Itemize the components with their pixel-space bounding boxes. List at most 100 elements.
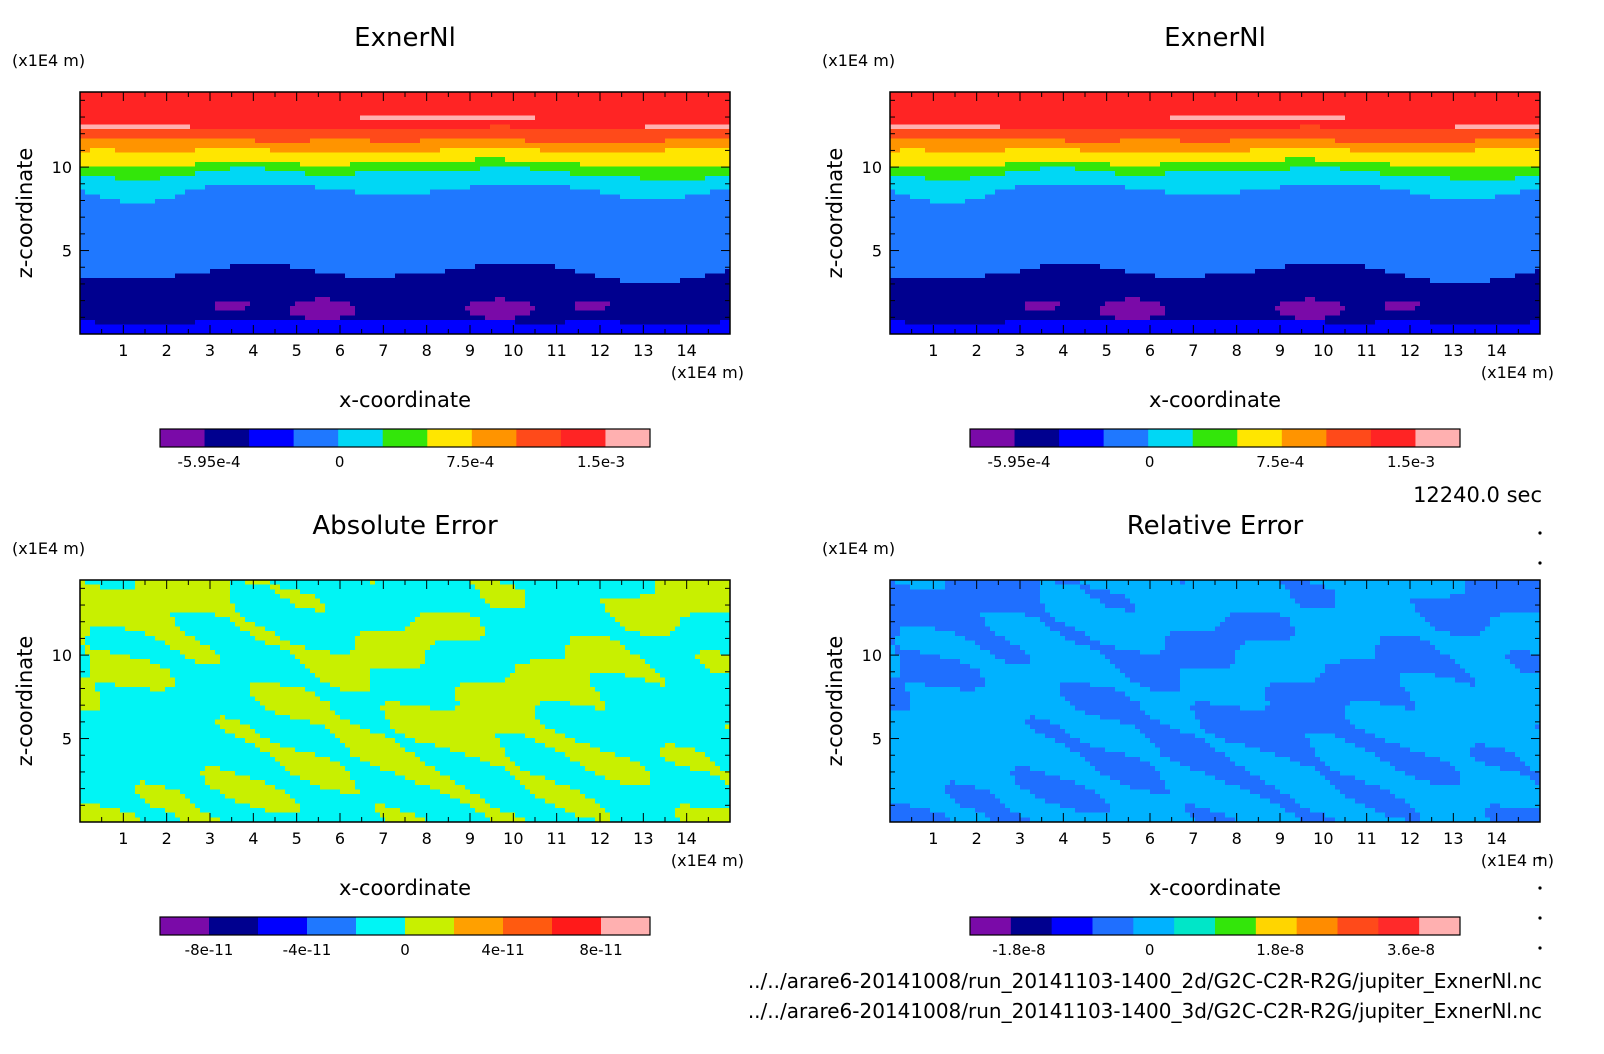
contour-cell — [335, 245, 341, 251]
contour-cell — [500, 282, 506, 289]
contour-cell — [330, 208, 336, 214]
contour-cell — [125, 110, 131, 116]
contour-cell — [400, 147, 406, 154]
contour-cell — [395, 92, 401, 98]
contour-cell — [230, 208, 236, 214]
contour-cell — [445, 217, 451, 223]
contour-cell — [485, 217, 491, 223]
contour-cell — [155, 203, 161, 209]
contour-cell — [160, 217, 166, 223]
contour-cell — [310, 180, 316, 186]
contour-cell — [260, 273, 266, 279]
contour-cell — [455, 171, 461, 177]
contour-cell — [475, 105, 481, 112]
contour-cell — [540, 301, 546, 307]
contour-cell — [275, 133, 281, 140]
contour-cell — [460, 129, 466, 135]
contour-cell — [345, 133, 351, 140]
contour-cell — [255, 105, 261, 112]
contour-cell — [435, 161, 441, 168]
contour-cell — [220, 222, 226, 228]
contour-cell — [245, 278, 251, 284]
contour-cell — [210, 166, 216, 172]
contour-cell — [435, 278, 441, 284]
contour-cell — [105, 203, 111, 209]
contour-cell — [245, 296, 251, 303]
contour-cell — [320, 152, 326, 158]
contour-cell — [95, 147, 101, 154]
contour-cell — [310, 115, 316, 121]
contour-cell — [345, 231, 351, 237]
contour-cell — [500, 194, 506, 200]
contour-cell — [310, 138, 316, 144]
contour-cell — [270, 157, 276, 163]
contour-cell — [155, 236, 161, 242]
contour-cell — [210, 250, 216, 256]
contour-cell — [190, 240, 196, 247]
contour-cell — [545, 240, 551, 247]
contour-cell — [335, 264, 341, 270]
contour-cell — [475, 273, 481, 279]
contour-cell — [550, 119, 556, 126]
contour-cell — [230, 166, 236, 172]
contour-cell — [400, 240, 406, 247]
contour-cell — [300, 119, 306, 126]
contour-cell — [330, 250, 336, 256]
contour-cell — [530, 185, 536, 191]
contour-cell — [170, 129, 176, 135]
contour-cell — [230, 245, 236, 251]
contour-cell — [515, 273, 521, 279]
contour-cell — [450, 171, 456, 177]
contour-cell — [250, 259, 256, 265]
contour-cell — [530, 105, 536, 112]
contour-cell — [160, 124, 166, 130]
contour-cell — [420, 124, 426, 130]
contour-cell — [445, 292, 451, 298]
contour-cell — [100, 282, 106, 289]
contour-cell — [205, 129, 211, 135]
contour-cell — [290, 92, 296, 98]
contour-cell — [375, 315, 381, 321]
contour-cell — [295, 324, 301, 330]
contour-cell — [240, 194, 246, 200]
contour-cell — [505, 250, 511, 256]
contour-cell — [175, 240, 181, 247]
contour-cell — [245, 213, 251, 219]
contour-cell — [165, 329, 171, 334]
contour-cell — [130, 222, 136, 228]
contour-cell — [355, 254, 361, 261]
contour-cell — [400, 152, 406, 158]
contour-cell — [550, 208, 556, 214]
contour-cell — [390, 133, 396, 140]
contour-cell — [380, 254, 386, 261]
contour-cell — [535, 329, 541, 334]
contour-cell — [185, 320, 191, 326]
contour-cell — [310, 231, 316, 237]
contour-cell — [205, 292, 211, 298]
contour-cell — [130, 189, 136, 195]
contour-cell — [105, 115, 111, 121]
contour-cell — [325, 175, 331, 182]
contour-cell — [145, 315, 151, 321]
contour-cell — [325, 226, 331, 233]
contour-cell — [325, 273, 331, 279]
contour-cell — [465, 329, 471, 334]
contour-cell — [155, 208, 161, 214]
contour-cell — [345, 315, 351, 321]
contour-cell — [405, 119, 411, 126]
contour-cell — [275, 152, 281, 158]
contour-cell — [340, 217, 346, 223]
contour-cell — [85, 110, 91, 116]
contour-cell — [555, 203, 561, 209]
contour-cell — [190, 157, 196, 163]
contour-cell — [265, 226, 271, 233]
contour-cell — [370, 306, 376, 312]
contour-cell — [325, 110, 331, 116]
contour-cell — [120, 105, 126, 112]
contour-cell — [540, 231, 546, 237]
contour-cell — [520, 157, 526, 163]
contour-cell — [95, 259, 101, 265]
contour-cell — [285, 115, 291, 121]
contour-cell — [250, 110, 256, 116]
contour-cell — [275, 138, 281, 144]
